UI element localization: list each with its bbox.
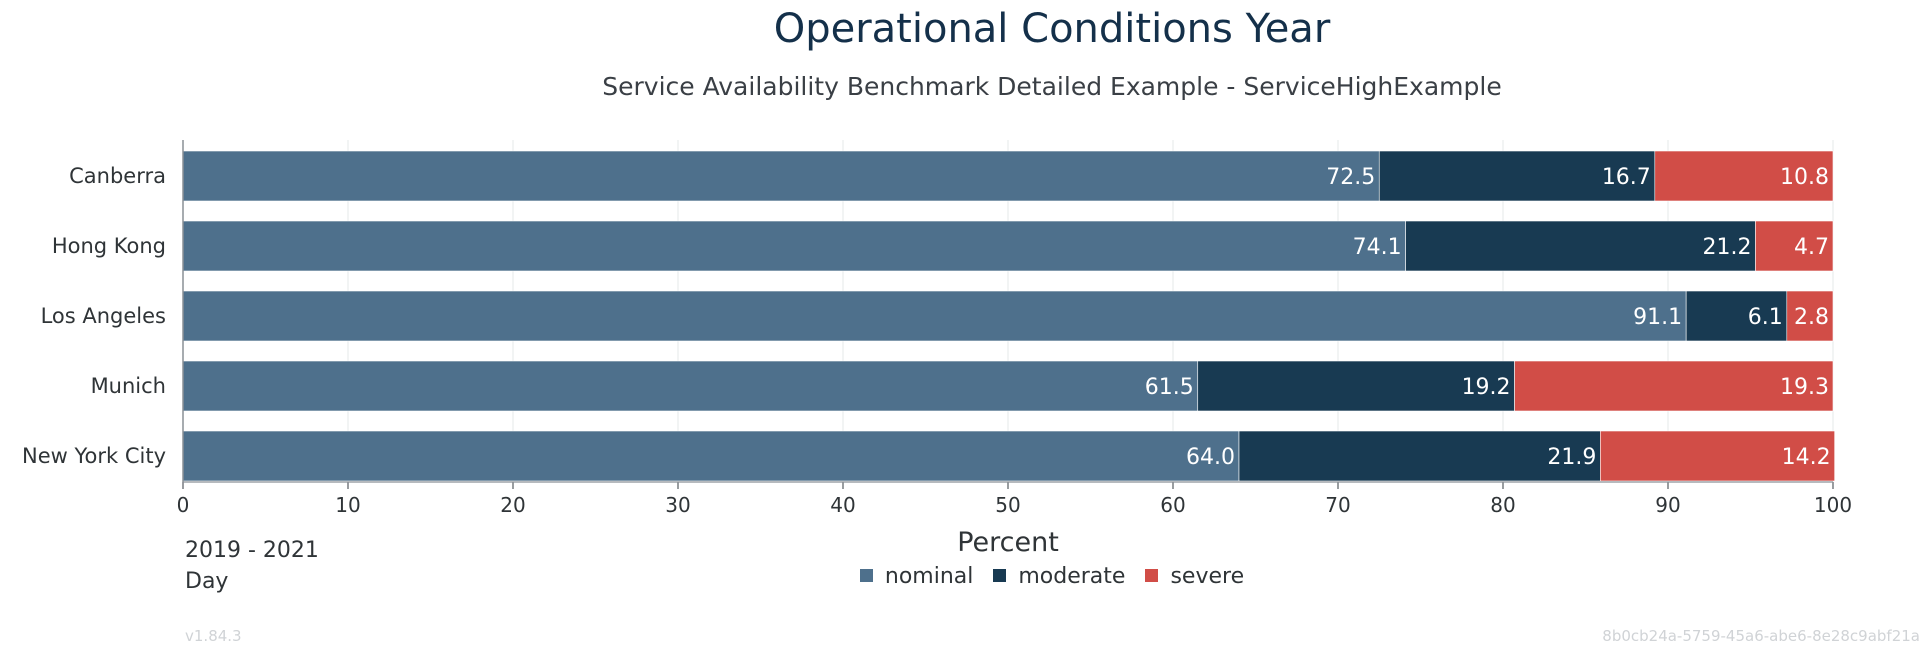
chart-title: Operational Conditions Year bbox=[773, 6, 1331, 52]
x-tick-label: 0 bbox=[177, 493, 190, 517]
legend-label: nominal bbox=[884, 564, 974, 589]
data-label: 61.5 bbox=[1145, 375, 1194, 400]
category-label: Hong Kong bbox=[52, 234, 166, 258]
uid-label: 8b0cb24a-5759-45a6-abe6-8e28c9abf21a bbox=[1602, 627, 1920, 645]
bars: 72.5 16.7 10.8 74.1 21.2 4.7 91.1 6.1 2.8 61.5 19.… bbox=[182, 150, 1835, 482]
version-label: v1.84.3 bbox=[185, 627, 242, 645]
legend-swatch bbox=[1145, 569, 1159, 582]
x-axis-label: Percent bbox=[957, 527, 1059, 558]
period-granularity: Day bbox=[185, 569, 229, 594]
data-label: 91.1 bbox=[1633, 305, 1682, 330]
data-label: 19.2 bbox=[1462, 375, 1511, 400]
category-label: Canberra bbox=[69, 164, 166, 188]
category-label: New York City bbox=[22, 444, 166, 468]
x-tick-label: 100 bbox=[1814, 493, 1852, 517]
bar-segment-nominal bbox=[182, 360, 1199, 412]
data-label: 21.9 bbox=[1547, 445, 1596, 470]
legend-label: severe bbox=[1170, 564, 1245, 589]
bar-segment-severe bbox=[1514, 360, 1834, 412]
legend-item-nominal: nominal bbox=[859, 564, 974, 589]
x-tick-label: 20 bbox=[500, 493, 525, 517]
bar-segment-severe bbox=[1755, 220, 1834, 272]
x-tick-label: 60 bbox=[1160, 493, 1185, 517]
data-label: 14.2 bbox=[1782, 445, 1831, 470]
bar-segment-nominal bbox=[182, 290, 1687, 342]
period-info: 2019 - 2021 Day bbox=[185, 535, 319, 597]
chart-subtitle: Service Availability Benchmark Detailed … bbox=[602, 72, 1502, 101]
category-label: Munich bbox=[91, 374, 166, 398]
bar-segment-severe bbox=[1786, 290, 1834, 342]
category-label: Los Angeles bbox=[41, 304, 166, 328]
x-tick-label: 70 bbox=[1325, 493, 1350, 517]
data-label: 4.7 bbox=[1794, 235, 1829, 260]
legend: nominal moderate severe bbox=[0, 564, 1920, 589]
data-label: 10.8 bbox=[1780, 165, 1829, 190]
x-tick-label: 40 bbox=[830, 493, 855, 517]
data-label: 64.0 bbox=[1186, 445, 1235, 470]
x-tick-label: 90 bbox=[1655, 493, 1680, 517]
data-label: 16.7 bbox=[1602, 165, 1651, 190]
bar-segment-moderate bbox=[1238, 430, 1601, 482]
data-label: 72.5 bbox=[1326, 165, 1375, 190]
x-tick-label: 10 bbox=[335, 493, 360, 517]
data-label: 19.3 bbox=[1780, 375, 1829, 400]
data-label: 2.8 bbox=[1794, 305, 1829, 330]
legend-label: moderate bbox=[1018, 564, 1126, 589]
bar-segment-moderate bbox=[1685, 290, 1788, 342]
legend-item-severe: severe bbox=[1145, 564, 1244, 589]
data-label: 6.1 bbox=[1748, 305, 1783, 330]
bar-segment-moderate bbox=[1378, 150, 1656, 202]
period-range: 2019 - 2021 bbox=[185, 538, 319, 563]
data-label: 74.1 bbox=[1353, 235, 1402, 260]
legend-item-moderate: moderate bbox=[993, 564, 1125, 589]
x-tick-label: 80 bbox=[1490, 493, 1515, 517]
data-label: 21.2 bbox=[1702, 235, 1751, 260]
bar-segment-severe bbox=[1654, 150, 1834, 202]
bar-segment-moderate bbox=[1197, 360, 1515, 412]
bar-segment-nominal bbox=[182, 150, 1380, 202]
bar-segment-moderate bbox=[1405, 220, 1756, 272]
bar-segment-severe bbox=[1600, 430, 1835, 482]
x-tick-label: 50 bbox=[995, 493, 1020, 517]
legend-swatch bbox=[993, 569, 1007, 582]
legend-swatch bbox=[859, 569, 873, 582]
bar-segment-nominal bbox=[182, 430, 1240, 482]
bar-segment-nominal bbox=[182, 220, 1406, 272]
axes: 0 10 20 30 40 50 60 70 80 90 100 Canberra Hong Kong L… bbox=[22, 140, 1852, 517]
x-tick-label: 30 bbox=[665, 493, 690, 517]
